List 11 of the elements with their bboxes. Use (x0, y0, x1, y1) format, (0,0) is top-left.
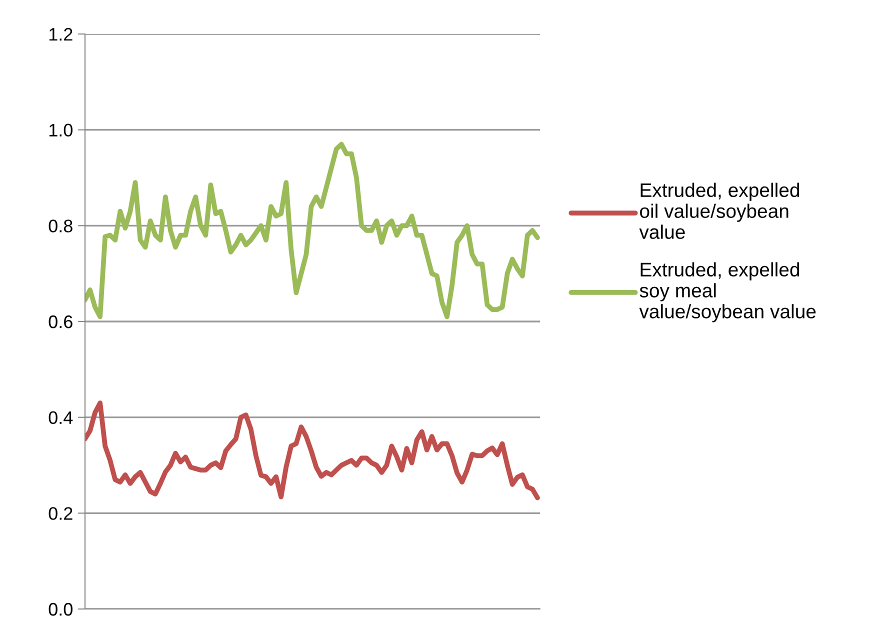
line-series (85, 400, 540, 500)
y-tick-label: 0.0 (48, 602, 72, 616)
legend-label: Extruded, expelled soy meal value/soybean value (639, 262, 816, 322)
line-series (85, 142, 540, 320)
y-tick-label: 0.8 (48, 220, 72, 232)
y-tick-label: 0.6 (48, 315, 72, 328)
y-tick-label: 0.4 (48, 411, 73, 424)
y-tick-label: 1.0 (49, 124, 72, 137)
y-tick-label: 0.2 (48, 507, 72, 520)
y-tick-label: 1.2 (49, 28, 72, 41)
legend-label: Extruded, expelled oil value/soybean value (639, 182, 800, 239)
